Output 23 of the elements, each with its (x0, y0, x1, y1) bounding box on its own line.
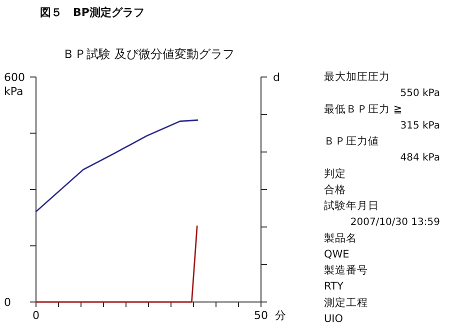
text: 550 kPa (400, 88, 440, 100)
x-axis-title: 分 (275, 309, 286, 322)
text: UIO (324, 313, 344, 325)
text: ＢＰ圧力値 (324, 134, 379, 148)
text: 判定 (324, 166, 346, 180)
text: 試験年月日 (324, 199, 379, 212)
text: 製品名 (324, 231, 357, 244)
y-tick-label: 600 (4, 71, 25, 84)
text: 315 kPa (400, 120, 440, 132)
caption: 図５ BP測定グラフ (40, 6, 144, 19)
text: 合格 (324, 182, 346, 196)
text: QWE (324, 248, 350, 260)
text: 測定工程 (324, 296, 368, 309)
text: 2007/10/30 13:59 (350, 217, 440, 228)
y2-axis-title: d (273, 71, 280, 84)
text: RTY (324, 280, 344, 293)
y-axis-title: kPa (4, 85, 24, 98)
x-tick-label: 50 (254, 309, 268, 322)
text: 製造番号 (324, 264, 368, 277)
text: 484 kPa (400, 152, 440, 164)
text: 最低ＢＰ圧力 ≧ (324, 102, 402, 116)
chart-title: ＢＰ試験 及び微分値変動グラフ (62, 47, 234, 61)
text: 最大加圧圧力 (324, 70, 390, 83)
